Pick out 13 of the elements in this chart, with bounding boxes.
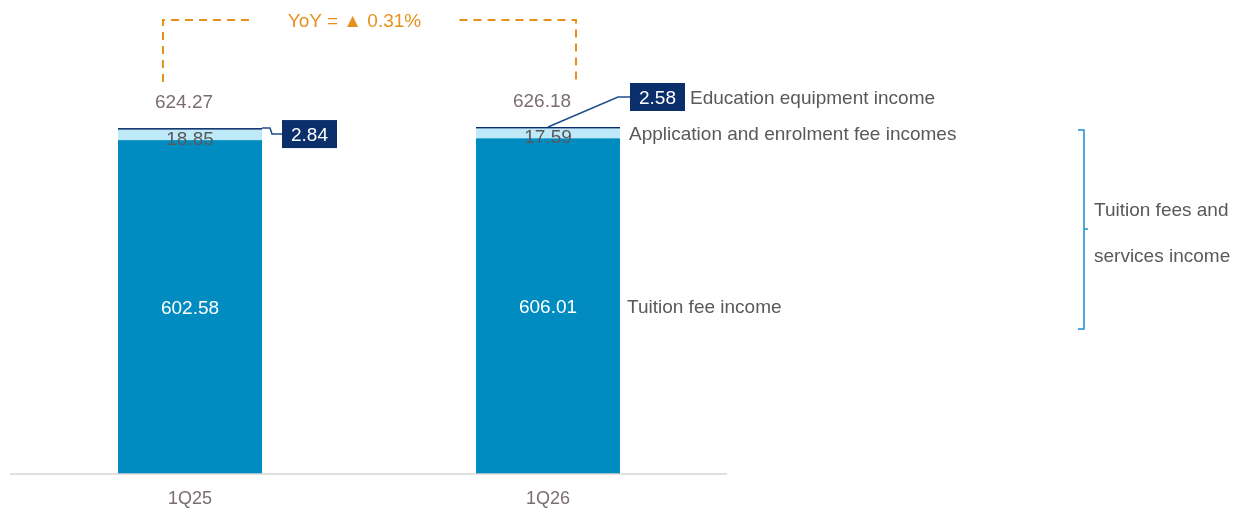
x-tick-label: 1Q25 — [167, 488, 213, 508]
total-label: 624.27 — [154, 91, 214, 113]
series-label: Application and enrolment fee incomes — [629, 123, 957, 145]
data-label: 602.58 — [160, 297, 220, 319]
text: Tuition fees and services income — [1094, 199, 1231, 266]
data-label: 2.58 — [639, 87, 676, 108]
x-tick-label: 1Q26 — [525, 488, 571, 508]
data-label: 2.84 — [291, 124, 329, 146]
text: YoY = ▲ 0.31% — [287, 10, 422, 31]
data-label: 606.01 — [518, 296, 578, 318]
total-label: 626.18 — [512, 90, 572, 111]
legend-label: Education equipment income — [690, 87, 936, 108]
series-label: Tuition fee income — [627, 296, 782, 318]
